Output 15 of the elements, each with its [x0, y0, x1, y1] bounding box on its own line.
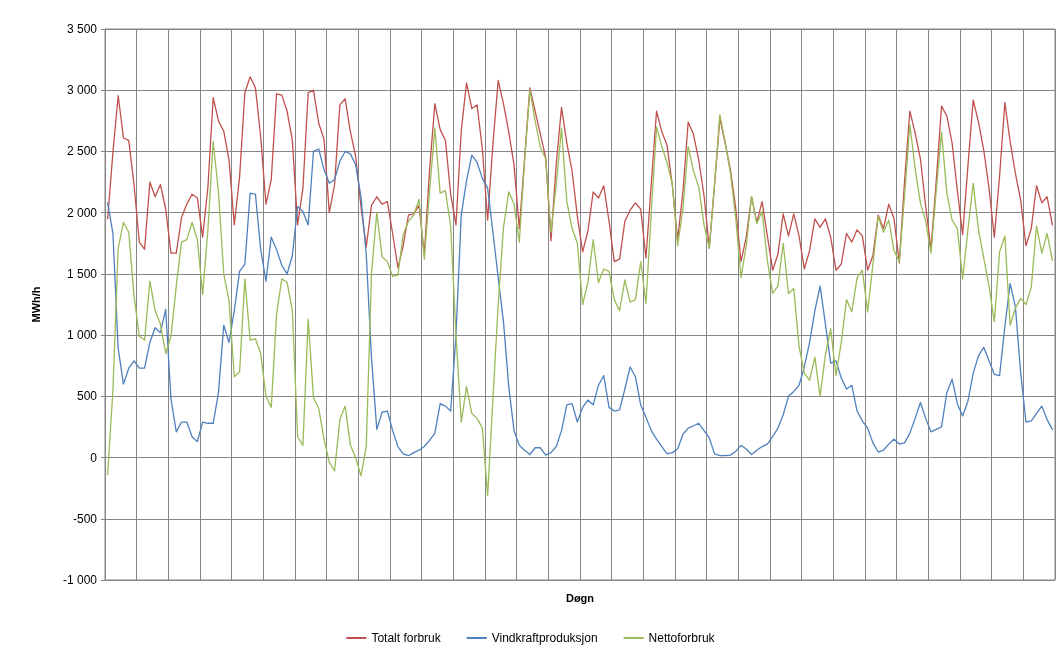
legend-label: Nettoforbruk — [648, 631, 716, 645]
y-tick-label: 1 000 — [66, 328, 98, 343]
y-tick-label: 500 — [76, 389, 98, 404]
legend-label: Vindkraftproduksjon — [491, 631, 598, 645]
y-tick-label: -1 000 — [62, 573, 98, 587]
legend-label: Totalt forbruk — [371, 631, 442, 645]
y-tick-label: -500 — [72, 511, 98, 526]
y-axis-title: MWh/h — [29, 286, 42, 323]
y-tick-label: 2 000 — [66, 205, 98, 220]
y-tick-label: 0 — [90, 450, 98, 465]
y-tick-label: 2 500 — [66, 144, 98, 159]
y-tick-label: 1 500 — [66, 266, 98, 281]
x-axis-title: Døgn — [565, 591, 595, 604]
y-tick-label: 3 500 — [66, 22, 98, 36]
y-tick-label: 3 000 — [66, 83, 98, 98]
